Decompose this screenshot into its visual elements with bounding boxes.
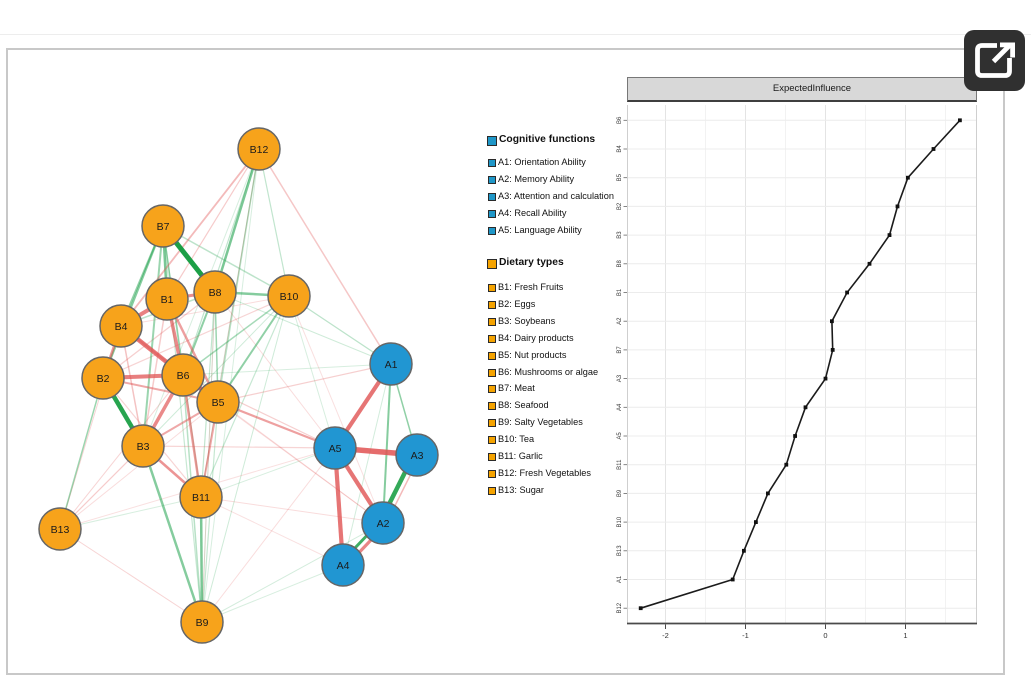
svg-text:B11: B11 xyxy=(617,459,623,470)
svg-text:0: 0 xyxy=(823,631,827,640)
svg-text:-2: -2 xyxy=(662,631,669,640)
svg-text:B8: B8 xyxy=(617,259,623,267)
svg-text:B2: B2 xyxy=(97,373,110,385)
svg-text:A1: A1 xyxy=(385,359,398,371)
svg-text:B7: B7 xyxy=(617,346,623,354)
svg-text:B13: B13 xyxy=(51,524,70,536)
svg-text:B6: B6 xyxy=(617,116,623,124)
svg-text:B7: B7 xyxy=(157,221,170,233)
svg-text:B6: B6 xyxy=(177,370,190,382)
svg-text:A3: A3 xyxy=(617,374,623,382)
svg-text:B10: B10 xyxy=(617,516,623,527)
svg-text:B1: B1 xyxy=(617,288,623,296)
svg-text:B13: B13 xyxy=(617,545,623,556)
svg-text:1: 1 xyxy=(903,631,907,640)
svg-text:B5: B5 xyxy=(212,397,225,409)
svg-text:B3: B3 xyxy=(137,441,150,453)
svg-text:B9: B9 xyxy=(196,617,209,629)
svg-text:B4: B4 xyxy=(115,321,128,333)
svg-text:B8: B8 xyxy=(209,287,222,299)
svg-text:A3: A3 xyxy=(411,450,424,462)
svg-text:B4: B4 xyxy=(617,145,623,153)
svg-text:B12: B12 xyxy=(617,602,623,613)
svg-text:B10: B10 xyxy=(280,291,299,303)
svg-text:B9: B9 xyxy=(617,489,623,497)
svg-text:A2: A2 xyxy=(377,518,390,530)
svg-text:-1: -1 xyxy=(742,631,749,640)
svg-text:A4: A4 xyxy=(617,403,623,411)
svg-text:B3: B3 xyxy=(617,231,623,239)
svg-text:A5: A5 xyxy=(329,443,342,455)
svg-text:A4: A4 xyxy=(337,560,350,572)
svg-text:B1: B1 xyxy=(161,294,174,306)
svg-text:A1: A1 xyxy=(617,575,623,583)
svg-text:A5: A5 xyxy=(617,432,623,440)
svg-text:B12: B12 xyxy=(250,144,269,156)
svg-text:B2: B2 xyxy=(617,202,623,210)
svg-text:B11: B11 xyxy=(192,492,210,504)
svg-text:B5: B5 xyxy=(617,173,623,181)
svg-text:A2: A2 xyxy=(617,317,623,325)
